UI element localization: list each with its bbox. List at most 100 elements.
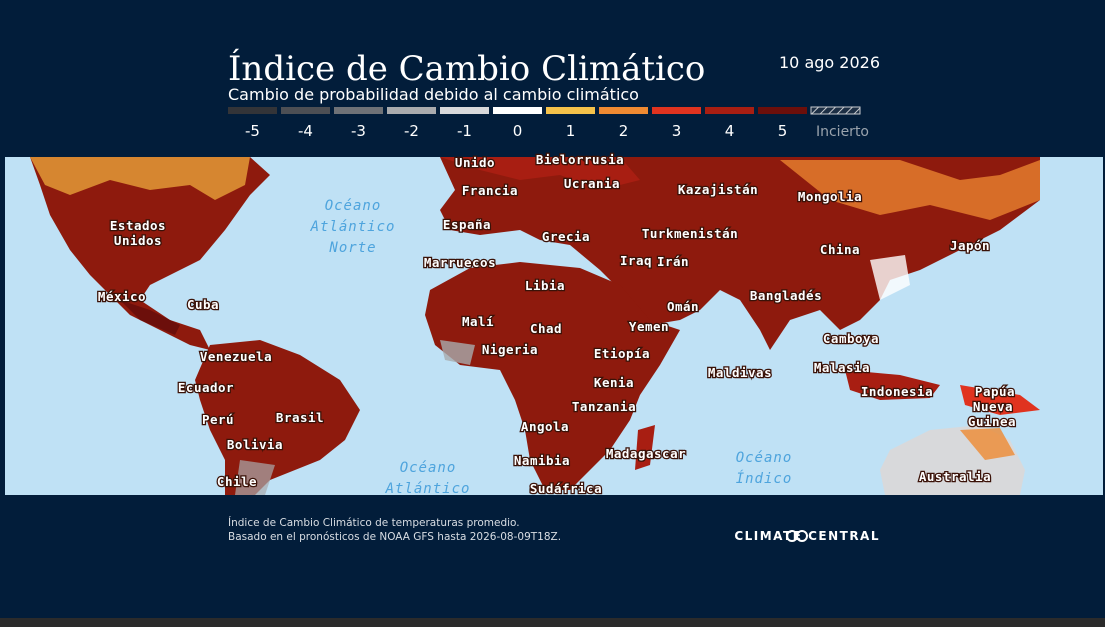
- country-label: Unido: [455, 155, 495, 170]
- ocean-label: Atlántico: [385, 481, 471, 497]
- land: [425, 262, 680, 490]
- ocean-label: Índico: [736, 470, 793, 487]
- ocean-label: Océano: [325, 198, 382, 214]
- country-label: Australia: [919, 469, 991, 484]
- country-label: Japón: [950, 238, 990, 253]
- land: [440, 340, 475, 365]
- country-label: Cuba: [187, 297, 219, 312]
- country-label: Nigeria: [482, 342, 538, 357]
- country-label: Camboya: [823, 331, 879, 346]
- title: Índice de Cambio Climático: [228, 48, 705, 89]
- footer-note: Basado en el pronósticos de NOAA GFS has…: [228, 531, 561, 543]
- land: [870, 255, 910, 300]
- land: [235, 460, 275, 495]
- country-label: Francia: [462, 183, 518, 198]
- country-label: Kazajistán: [678, 182, 758, 197]
- country-label: Omán: [667, 299, 699, 314]
- country-label: Guinea: [968, 414, 1016, 429]
- country-label: Chad: [530, 321, 562, 336]
- legend-swatch: [334, 107, 383, 114]
- subtitle: Cambio de probabilidad debido al cambio …: [228, 85, 639, 104]
- legend-label: 5: [778, 122, 788, 140]
- legend-label: Incierto: [816, 124, 869, 140]
- country-label: Mongolia: [798, 189, 862, 204]
- legend-swatch: [758, 107, 807, 114]
- legend-label: -1: [457, 122, 472, 140]
- ocean-label: Océano: [736, 450, 793, 466]
- land: [845, 370, 940, 400]
- land: [440, 157, 640, 190]
- map: Unido Bielorrusia Francia Ucrania Kazajistán…: [5, 151, 1103, 498]
- legend-label: -4: [298, 122, 313, 140]
- ocean-label: Océano: [400, 460, 457, 476]
- brand-logo: [786, 530, 808, 542]
- country-label: Yemen: [629, 319, 669, 334]
- country-label: Malasia: [814, 360, 870, 375]
- legend: -5 -4 -3 -2 -1 0 1 2 3 4 5 Incierto: [228, 106, 869, 140]
- ocean-label: Atlántico: [310, 219, 396, 235]
- country-label: Papúa: [975, 384, 1015, 399]
- country-label: Venezuela: [200, 349, 272, 364]
- land: [30, 157, 250, 200]
- legend-label: 0: [513, 122, 523, 140]
- country-label: Angola: [521, 419, 569, 434]
- brand: CLIMATE CENTRAL: [734, 529, 880, 543]
- country-label: Unidos: [114, 233, 162, 248]
- country-label: Chile: [217, 474, 257, 489]
- legend-label: 4: [725, 122, 735, 140]
- legend-swatch: [599, 107, 648, 114]
- legend-swatch: [705, 107, 754, 114]
- legend-swatch: [546, 107, 595, 114]
- legend-swatch: [387, 107, 436, 114]
- country-label: Nueva: [973, 399, 1013, 414]
- country-label: Brasil: [276, 410, 324, 425]
- country-label: Malí: [462, 314, 494, 329]
- country-label: China: [820, 242, 860, 257]
- land: [195, 340, 360, 495]
- country-label: Perú: [202, 412, 234, 427]
- country-label: España: [443, 217, 491, 232]
- legend-swatch: [228, 107, 277, 114]
- country-label: Estados: [110, 218, 166, 233]
- map-labels: Unido Bielorrusia Francia Ucrania Kazajistán…: [97, 151, 1017, 498]
- country-label: Irán: [657, 254, 689, 269]
- footer-note: Índice de Cambio Climático de temperatur…: [228, 516, 520, 529]
- land: [960, 385, 1040, 415]
- country-label: Sudáfrica: [530, 481, 602, 496]
- country-label: Turkmenistán: [642, 226, 738, 241]
- date: 10 ago 2026: [779, 53, 880, 72]
- land: [120, 300, 180, 335]
- country-label: Marruecos: [424, 255, 496, 270]
- legend-label: -5: [245, 122, 260, 140]
- country-label: Kenia: [594, 375, 634, 390]
- country-label: México: [98, 289, 146, 304]
- country-label: Bolivia: [227, 437, 283, 452]
- country-label: Iraq: [620, 253, 652, 268]
- land: [635, 425, 655, 470]
- land: [960, 428, 1015, 460]
- country-label: Bielorrusia: [536, 152, 624, 167]
- legend-label: 1: [566, 122, 576, 140]
- country-label: Ecuador: [178, 380, 234, 395]
- country-label: Indonesia: [861, 384, 933, 399]
- country-label: Libia: [525, 278, 565, 293]
- legend-swatch: [440, 107, 489, 114]
- legend-label: -3: [351, 122, 366, 140]
- country-label: Tanzania: [572, 399, 636, 414]
- legend-swatch: [810, 106, 861, 115]
- ocean-label: Norte: [328, 240, 376, 256]
- legend-swatch: [652, 107, 701, 114]
- land: [30, 157, 270, 350]
- legend-swatch: [281, 107, 330, 114]
- country-label: Namibia: [514, 453, 570, 468]
- legend-label: -2: [404, 122, 419, 140]
- legend-label: 3: [672, 122, 682, 140]
- legend-label: 2: [619, 122, 629, 140]
- country-label: Bangladés: [750, 288, 822, 303]
- country-label: Maldivas: [708, 365, 772, 380]
- legend-swatch: [493, 107, 542, 114]
- land: [780, 160, 1040, 220]
- country-label: Grecia: [542, 229, 590, 244]
